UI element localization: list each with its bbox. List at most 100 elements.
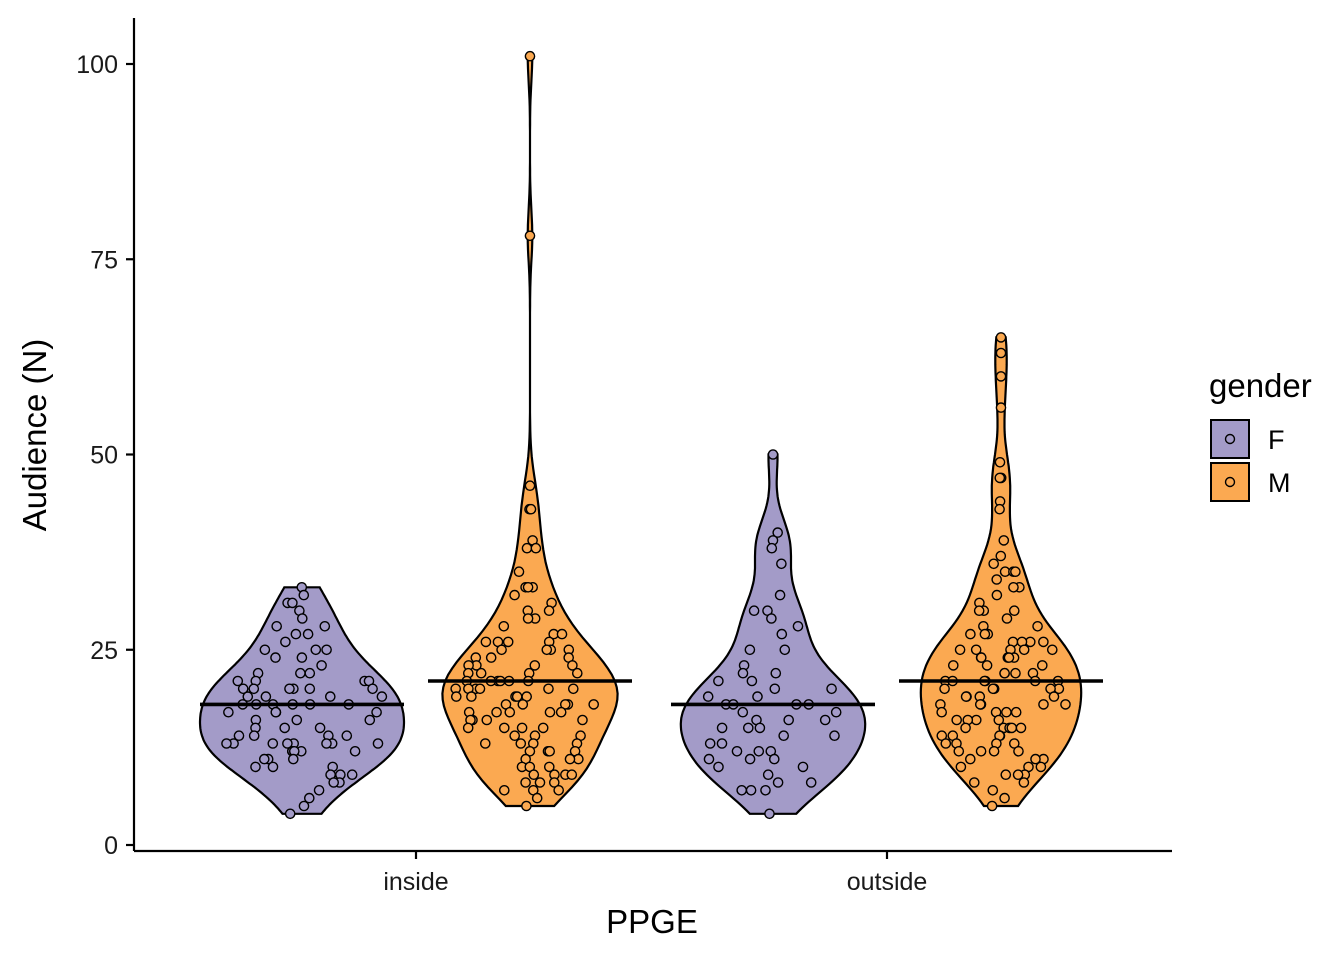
point-outside-M	[975, 746, 987, 757]
point-outside-M	[1038, 636, 1049, 648]
point-inside-F	[267, 761, 279, 773]
point-inside-F	[298, 800, 310, 812]
point-outside-M	[988, 558, 1000, 570]
point-outside-F	[760, 785, 771, 796]
point-outside-F	[772, 777, 784, 788]
point-outside-M	[991, 574, 1003, 585]
legend-key-M	[1210, 462, 1250, 502]
point-outside-M	[1003, 652, 1015, 663]
point-inside-F	[298, 589, 310, 601]
point-inside-M	[462, 722, 474, 734]
point-outside-M	[1047, 644, 1058, 656]
point-outside-F	[770, 667, 782, 679]
point-outside-M	[953, 746, 965, 757]
point-inside-F	[250, 761, 261, 773]
point-outside-F	[774, 589, 786, 601]
point-inside-M	[480, 636, 492, 648]
point-inside-F	[295, 667, 306, 679]
point-outside-M	[1030, 753, 1041, 765]
y-axis-title: Audience (N)	[16, 339, 53, 532]
point-inside-M	[528, 769, 540, 781]
point-outside-F	[778, 730, 790, 742]
point-inside-M	[522, 613, 534, 624]
point-outside-F	[762, 769, 774, 781]
point-inside-M	[566, 769, 578, 781]
point-outside-F	[826, 683, 837, 695]
y-tick-label: 50	[90, 442, 118, 470]
point-outside-M	[999, 792, 1010, 804]
point-inside-F	[233, 730, 245, 742]
point-outside-M	[1001, 706, 1012, 718]
point-outside-F	[772, 527, 784, 538]
point-outside-M	[999, 667, 1010, 679]
point-inside-F	[346, 769, 358, 781]
y-tick-label: 0	[104, 832, 118, 860]
point-outside-F	[716, 722, 728, 734]
point-outside-F	[736, 785, 748, 796]
point-inside-M	[529, 660, 541, 671]
y-tick-label: 100	[76, 51, 118, 79]
point-outside-M	[965, 753, 976, 765]
point-inside-F	[324, 691, 336, 702]
y-axis: 0 25 50 75 100	[76, 18, 136, 860]
point-outside-M	[936, 706, 948, 718]
legend: gender F M	[1209, 367, 1312, 502]
point-outside-M	[1018, 644, 1030, 656]
point-inside-M	[524, 230, 536, 242]
point-outside-M	[981, 660, 993, 671]
point-inside-M	[543, 605, 555, 617]
point-outside-F	[743, 722, 754, 734]
point-outside-M	[1010, 706, 1022, 718]
point-inside-F	[304, 667, 316, 679]
point-outside-M	[976, 652, 987, 663]
point-inside-M	[481, 714, 493, 726]
point-inside-F	[372, 738, 384, 749]
points-layer	[221, 50, 1071, 820]
point-inside-F	[280, 636, 291, 648]
point-inside-F	[232, 675, 244, 687]
point-outside-M	[1048, 691, 1060, 702]
point-outside-M	[986, 800, 998, 812]
legend-label-M: M	[1268, 468, 1291, 498]
x-tick-label: inside	[383, 868, 448, 896]
point-inside-M	[516, 722, 528, 734]
point-outside-F	[745, 785, 757, 796]
point-inside-F	[296, 652, 308, 663]
point-outside-M	[1009, 605, 1020, 617]
point-inside-M	[568, 683, 579, 695]
legend-item-M: M	[1210, 462, 1291, 502]
point-inside-F	[270, 652, 281, 663]
point-outside-M	[979, 628, 991, 640]
point-outside-M	[1010, 566, 1021, 578]
point-inside-F	[302, 628, 314, 640]
point-inside-F	[223, 706, 234, 718]
point-outside-F	[713, 761, 724, 773]
point-inside-M	[534, 777, 546, 788]
point-outside-M	[973, 605, 985, 617]
point-inside-F	[267, 738, 279, 749]
point-inside-M	[525, 503, 537, 515]
point-outside-M	[994, 503, 1005, 515]
point-outside-F	[744, 644, 756, 656]
point-inside-F	[287, 597, 298, 609]
point-outside-F	[752, 691, 763, 702]
point-outside-F	[716, 738, 728, 749]
point-inside-M	[509, 730, 521, 742]
point-inside-F	[284, 683, 295, 695]
point-outside-F	[731, 746, 743, 757]
point-inside-M	[544, 706, 556, 718]
point-inside-F	[259, 644, 271, 656]
point-outside-M	[939, 683, 950, 695]
x-axis: inside outside	[134, 849, 1172, 896]
point-outside-F	[819, 714, 831, 726]
point-inside-M	[504, 706, 516, 718]
point-inside-M	[479, 738, 491, 749]
point-outside-M	[1060, 699, 1071, 710]
point-inside-M	[543, 683, 554, 695]
point-outside-M	[1038, 699, 1049, 710]
point-inside-M	[556, 628, 568, 640]
point-inside-M	[530, 542, 542, 554]
point-inside-M	[588, 699, 600, 710]
point-inside-F	[271, 621, 283, 632]
